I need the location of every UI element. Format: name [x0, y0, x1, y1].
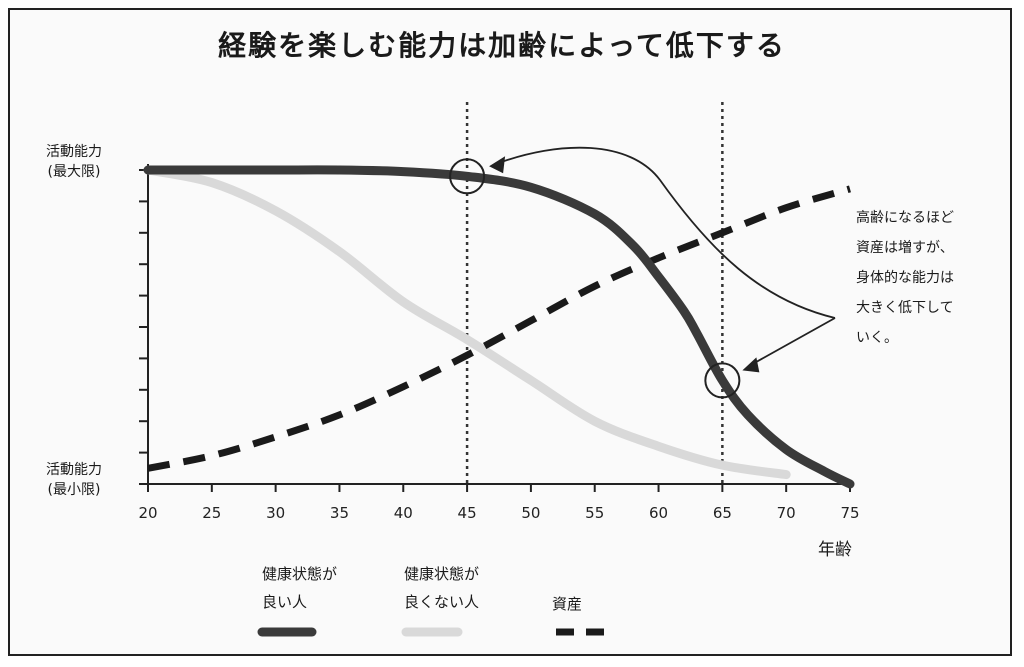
figure-frame — [8, 8, 1012, 656]
x-tick-label: 75 — [840, 504, 859, 522]
annotation-arrow-upper — [494, 146, 836, 319]
highlight-circle — [704, 362, 741, 399]
legend-label: 資産 — [552, 595, 583, 613]
x-tick-label: 45 — [458, 504, 477, 522]
annotation-arrow-lower — [747, 317, 836, 368]
annotation-line: 大きく低下して — [856, 300, 954, 316]
legend-label: 健康状態が — [404, 565, 480, 583]
x-tick-label: 20 — [138, 504, 157, 522]
annotation-line: 高齢になるほど — [856, 210, 954, 226]
series-line-0 — [143, 165, 855, 489]
x-tick-label: 70 — [777, 504, 796, 522]
legend-label: 良い人 — [262, 593, 308, 611]
x-tick-label: 30 — [266, 504, 285, 522]
series-line-2 — [147, 185, 851, 472]
arrowhead-lower — [742, 357, 760, 373]
legend-item-assets: 資産 — [552, 590, 582, 618]
x-tick-label: 65 — [713, 504, 732, 522]
y-axis-max-label-line1: 活動能力 — [46, 144, 102, 160]
y-axis-min-label-line1: 活動能力 — [46, 462, 102, 478]
x-tick-label: 55 — [585, 504, 604, 522]
y-axis-min-label-line2: (最小限) — [47, 482, 101, 498]
chart-title: 経験を楽しむ能力は加齢によって低下する — [218, 29, 786, 62]
x-tick-label: 35 — [330, 504, 349, 522]
annotation-text: 高齢になるほど 資産は増すが、 身体的な能力は 大きく低下して いく。 — [856, 203, 1006, 353]
x-axis-label: 年齢 — [818, 540, 852, 560]
legend-item-unhealthy: 健康状態が 良くない人 — [404, 560, 479, 616]
y-axis-max-label: 活動能力 (最大限) — [46, 142, 102, 182]
arrowhead-upper — [489, 156, 506, 174]
y-axis-min-label: 活動能力 (最小限) — [46, 460, 102, 500]
x-tick-label: 60 — [649, 504, 668, 522]
x-tick-label: 50 — [521, 504, 540, 522]
highlight-circle — [449, 158, 486, 195]
x-tick-label: 25 — [202, 504, 221, 522]
annotation-line: 資産は増すが、 — [856, 240, 954, 256]
y-axis-max-label-line2: (最大限) — [47, 164, 101, 180]
annotation-line: 身体的な能力は — [856, 270, 954, 286]
series-line-1 — [143, 165, 791, 480]
x-tick-label: 40 — [394, 504, 413, 522]
legend-label: 健康状態が — [262, 565, 338, 583]
legend-item-healthy: 健康状態が 良い人 — [262, 560, 337, 616]
annotation-line: いく。 — [856, 330, 898, 346]
legend-label: 良くない人 — [404, 593, 480, 611]
